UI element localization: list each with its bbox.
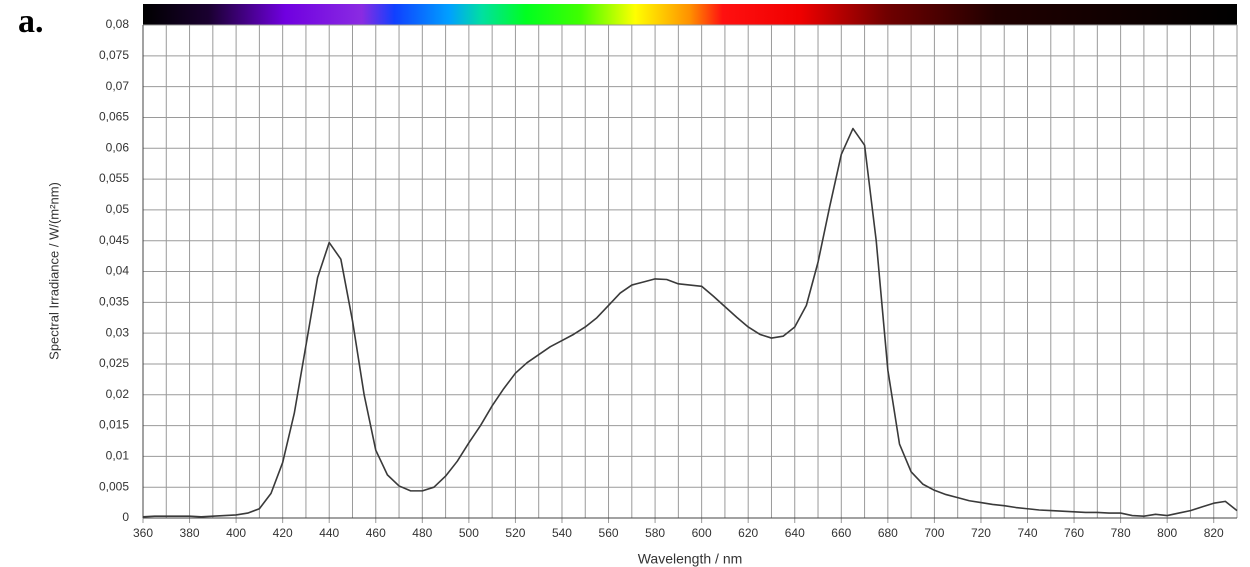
y-tick-label: 0,015 [99,418,129,432]
x-tick-label: 420 [273,526,293,540]
x-tick-label: 760 [1064,526,1084,540]
y-tick-label: 0,005 [99,479,129,493]
x-tick-label: 740 [1017,526,1037,540]
y-tick-label: 0,035 [99,294,129,308]
y-tick-label: 0 [122,510,129,524]
y-tick-label: 0,04 [106,264,130,278]
y-axis-label: Spectral Irradiance / W/(m²nm) [46,182,61,360]
x-tick-label: 600 [692,526,712,540]
x-tick-label: 680 [878,526,898,540]
x-tick-label: 480 [412,526,432,540]
x-tick-label: 460 [366,526,386,540]
x-tick-label: 700 [924,526,944,540]
y-tick-label: 0,07 [106,79,130,93]
x-tick-label: 520 [505,526,525,540]
x-tick-label: 780 [1111,526,1131,540]
y-tick-label: 0,05 [106,202,130,216]
x-tick-label: 620 [738,526,758,540]
x-tick-label: 560 [599,526,619,540]
x-tick-label: 820 [1204,526,1224,540]
y-tick-label: 0,06 [106,140,130,154]
y-tick-label: 0,03 [106,325,130,339]
x-tick-label: 400 [226,526,246,540]
spectrum-line [142,127,1238,518]
y-tick-label: 0,01 [106,449,130,463]
x-tick-label: 660 [831,526,851,540]
x-tick-label: 580 [645,526,665,540]
x-tick-label: 500 [459,526,479,540]
y-tick-label: 0,02 [106,387,130,401]
x-tick-label: 640 [785,526,805,540]
y-tick-label: 0,055 [99,171,129,185]
y-tick-label: 0,065 [99,110,129,124]
y-tick-label: 0,08 [106,17,130,31]
y-tick-label: 0,045 [99,233,129,247]
x-axis-label: Wavelength / nm [638,551,743,567]
panel-label: a. [18,3,44,40]
x-tick-label: 380 [180,526,200,540]
x-tick-label: 440 [319,526,339,540]
x-tick-label: 540 [552,526,572,540]
x-tick-label: 360 [133,526,153,540]
y-tick-label: 0,025 [99,356,129,370]
x-tick-label: 800 [1157,526,1177,540]
x-tick-label: 720 [971,526,991,540]
spectrum-bar [143,4,1237,25]
y-tick-label: 0,075 [99,48,129,62]
